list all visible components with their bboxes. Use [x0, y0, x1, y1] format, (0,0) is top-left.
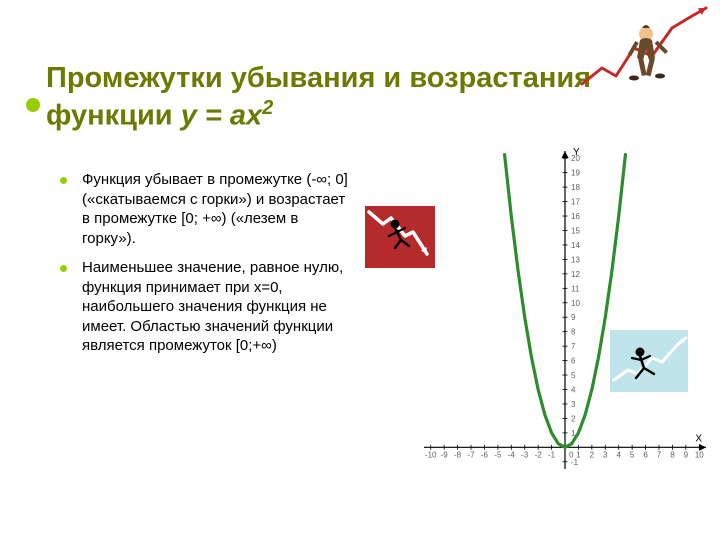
businessman-icon [628, 25, 668, 81]
svg-text:-6: -6 [481, 450, 489, 459]
svg-text:9: 9 [571, 313, 576, 322]
svg-text:Y: Y [573, 147, 580, 158]
svg-text:7: 7 [571, 342, 576, 351]
svg-text:10: 10 [571, 299, 580, 308]
svg-text:8: 8 [670, 450, 675, 459]
bullet-text: Функция убывает в промежутке (-∞; 0] («с… [82, 171, 348, 247]
title-equation-sup: 2 [262, 97, 273, 119]
svg-text:13: 13 [571, 255, 580, 264]
svg-text:-2: -2 [535, 450, 543, 459]
corner-clipart [580, 6, 710, 106]
svg-text:-7: -7 [467, 450, 475, 459]
svg-text:2: 2 [590, 450, 595, 459]
title-equation: у = ах [181, 100, 262, 132]
svg-text:3: 3 [603, 450, 608, 459]
svg-text:11: 11 [571, 284, 580, 293]
bullet-list: Функция убывает в промежутке (-∞; 0] («с… [60, 170, 350, 366]
list-item: Функция убывает в промежутке (-∞; 0] («с… [60, 170, 350, 248]
svg-text:-9: -9 [441, 450, 449, 459]
svg-text:12: 12 [571, 270, 580, 279]
svg-text:8: 8 [571, 328, 576, 337]
parabola-chart: -10-9-8-7-6-5-4-3-2-1012345678910-112345… [420, 145, 710, 475]
svg-text:14: 14 [571, 241, 580, 250]
svg-text:-3: -3 [521, 450, 529, 459]
bullet-text: Наименьшее значение, равное нулю, функци… [82, 259, 343, 354]
svg-text:6: 6 [571, 357, 576, 366]
svg-text:19: 19 [571, 169, 580, 178]
svg-text:-8: -8 [454, 450, 462, 459]
list-item: Наименьшее значение, равное нулю, функци… [60, 258, 350, 356]
svg-text:4: 4 [616, 450, 621, 459]
svg-text:X: X [695, 433, 702, 444]
svg-text:-5: -5 [494, 450, 502, 459]
svg-text:6: 6 [643, 450, 648, 459]
title-text: Промежутки убывания и возрастания функци… [46, 62, 591, 132]
svg-text:16: 16 [571, 212, 580, 221]
svg-text:5: 5 [630, 450, 635, 459]
svg-text:4: 4 [571, 386, 576, 395]
svg-text:-1: -1 [571, 458, 579, 467]
svg-text:18: 18 [571, 183, 580, 192]
accent-dot [26, 98, 40, 112]
svg-text:2: 2 [571, 414, 576, 423]
svg-text:15: 15 [571, 227, 580, 236]
svg-text:9: 9 [684, 450, 689, 459]
svg-text:7: 7 [657, 450, 662, 459]
svg-text:10: 10 [695, 450, 704, 459]
chart-svg: -10-9-8-7-6-5-4-3-2-1012345678910-112345… [420, 145, 710, 475]
svg-text:5: 5 [571, 371, 576, 380]
svg-text:-4: -4 [508, 450, 516, 459]
svg-text:3: 3 [571, 400, 576, 409]
svg-text:17: 17 [571, 198, 580, 207]
svg-text:-1: -1 [548, 450, 556, 459]
svg-text:-10: -10 [425, 450, 437, 459]
